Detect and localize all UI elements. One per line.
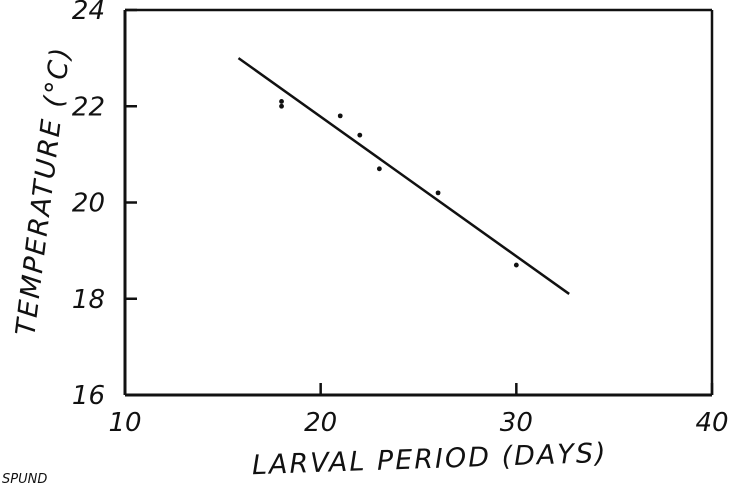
data-point-2 [279,103,284,109]
data-point-7 [513,262,519,268]
x-tick-label-30: 30 [500,408,533,438]
y-tick-label-24: 24 [72,0,105,26]
data-point-5 [376,166,382,172]
y-tick-label-16: 16 [72,381,105,411]
data-point-1 [279,99,284,104]
ticks [123,8,714,397]
corner-note: SPUND [2,472,47,484]
regression-line [237,57,570,295]
y-axis-title: TEMPERATURE (°C) [10,44,76,337]
data-point-4 [357,132,363,138]
data-point-6 [435,190,441,196]
x-tick-label-40: 40 [695,408,728,438]
x-axis-title: LARVAL PERIOD (DAYS) [251,438,608,481]
data-points [279,99,519,268]
x-tick-label-20: 20 [304,408,337,438]
y-tick-label-22: 22 [72,92,105,122]
y-tick-label-20: 20 [72,189,105,219]
plot-frame [123,8,714,397]
regression-line-group [237,57,570,295]
data-point-3 [337,113,343,119]
x-tick-label-10: 10 [108,408,141,438]
tick-labels: 10 20 30 40 16 18 20 22 24 [72,0,729,438]
y-tick-label-18: 18 [72,285,105,315]
